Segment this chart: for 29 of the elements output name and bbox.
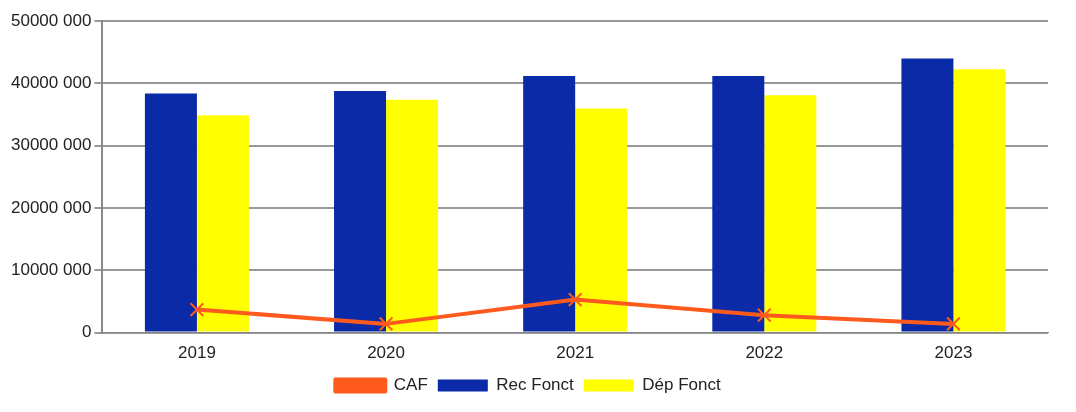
x-tick-label: 2019 [178,343,216,363]
legend-label: Dép Fonct [642,375,721,395]
legend-label: CAF [393,375,428,395]
bar [144,93,197,332]
bar [196,115,249,332]
y-tick-label: 50000 000 [10,10,92,30]
y-tick-label: 30000 000 [10,135,92,155]
y-tick-label: 0 [81,322,92,342]
bar [953,69,1006,332]
bar [523,76,576,332]
x-tick-label: 2022 [745,343,784,363]
bar [334,90,387,332]
bar [575,108,628,332]
y-tick-label: 10000 000 [10,260,92,280]
point [756,307,772,323]
point [189,302,205,317]
x-tick-label: 2021 [556,343,595,363]
point [946,316,961,332]
y-tick-label: 40000 000 [10,73,92,93]
bar [386,99,439,332]
bar [712,76,765,332]
bar [901,58,954,332]
y-tick-label: 20000 000 [10,197,92,217]
legend-label: Rec Fonct [496,375,575,395]
point [378,316,394,332]
x-tick-label: 2023 [934,343,973,363]
point [567,292,583,307]
bar [764,95,817,332]
x-tick-label: 2020 [367,343,405,363]
